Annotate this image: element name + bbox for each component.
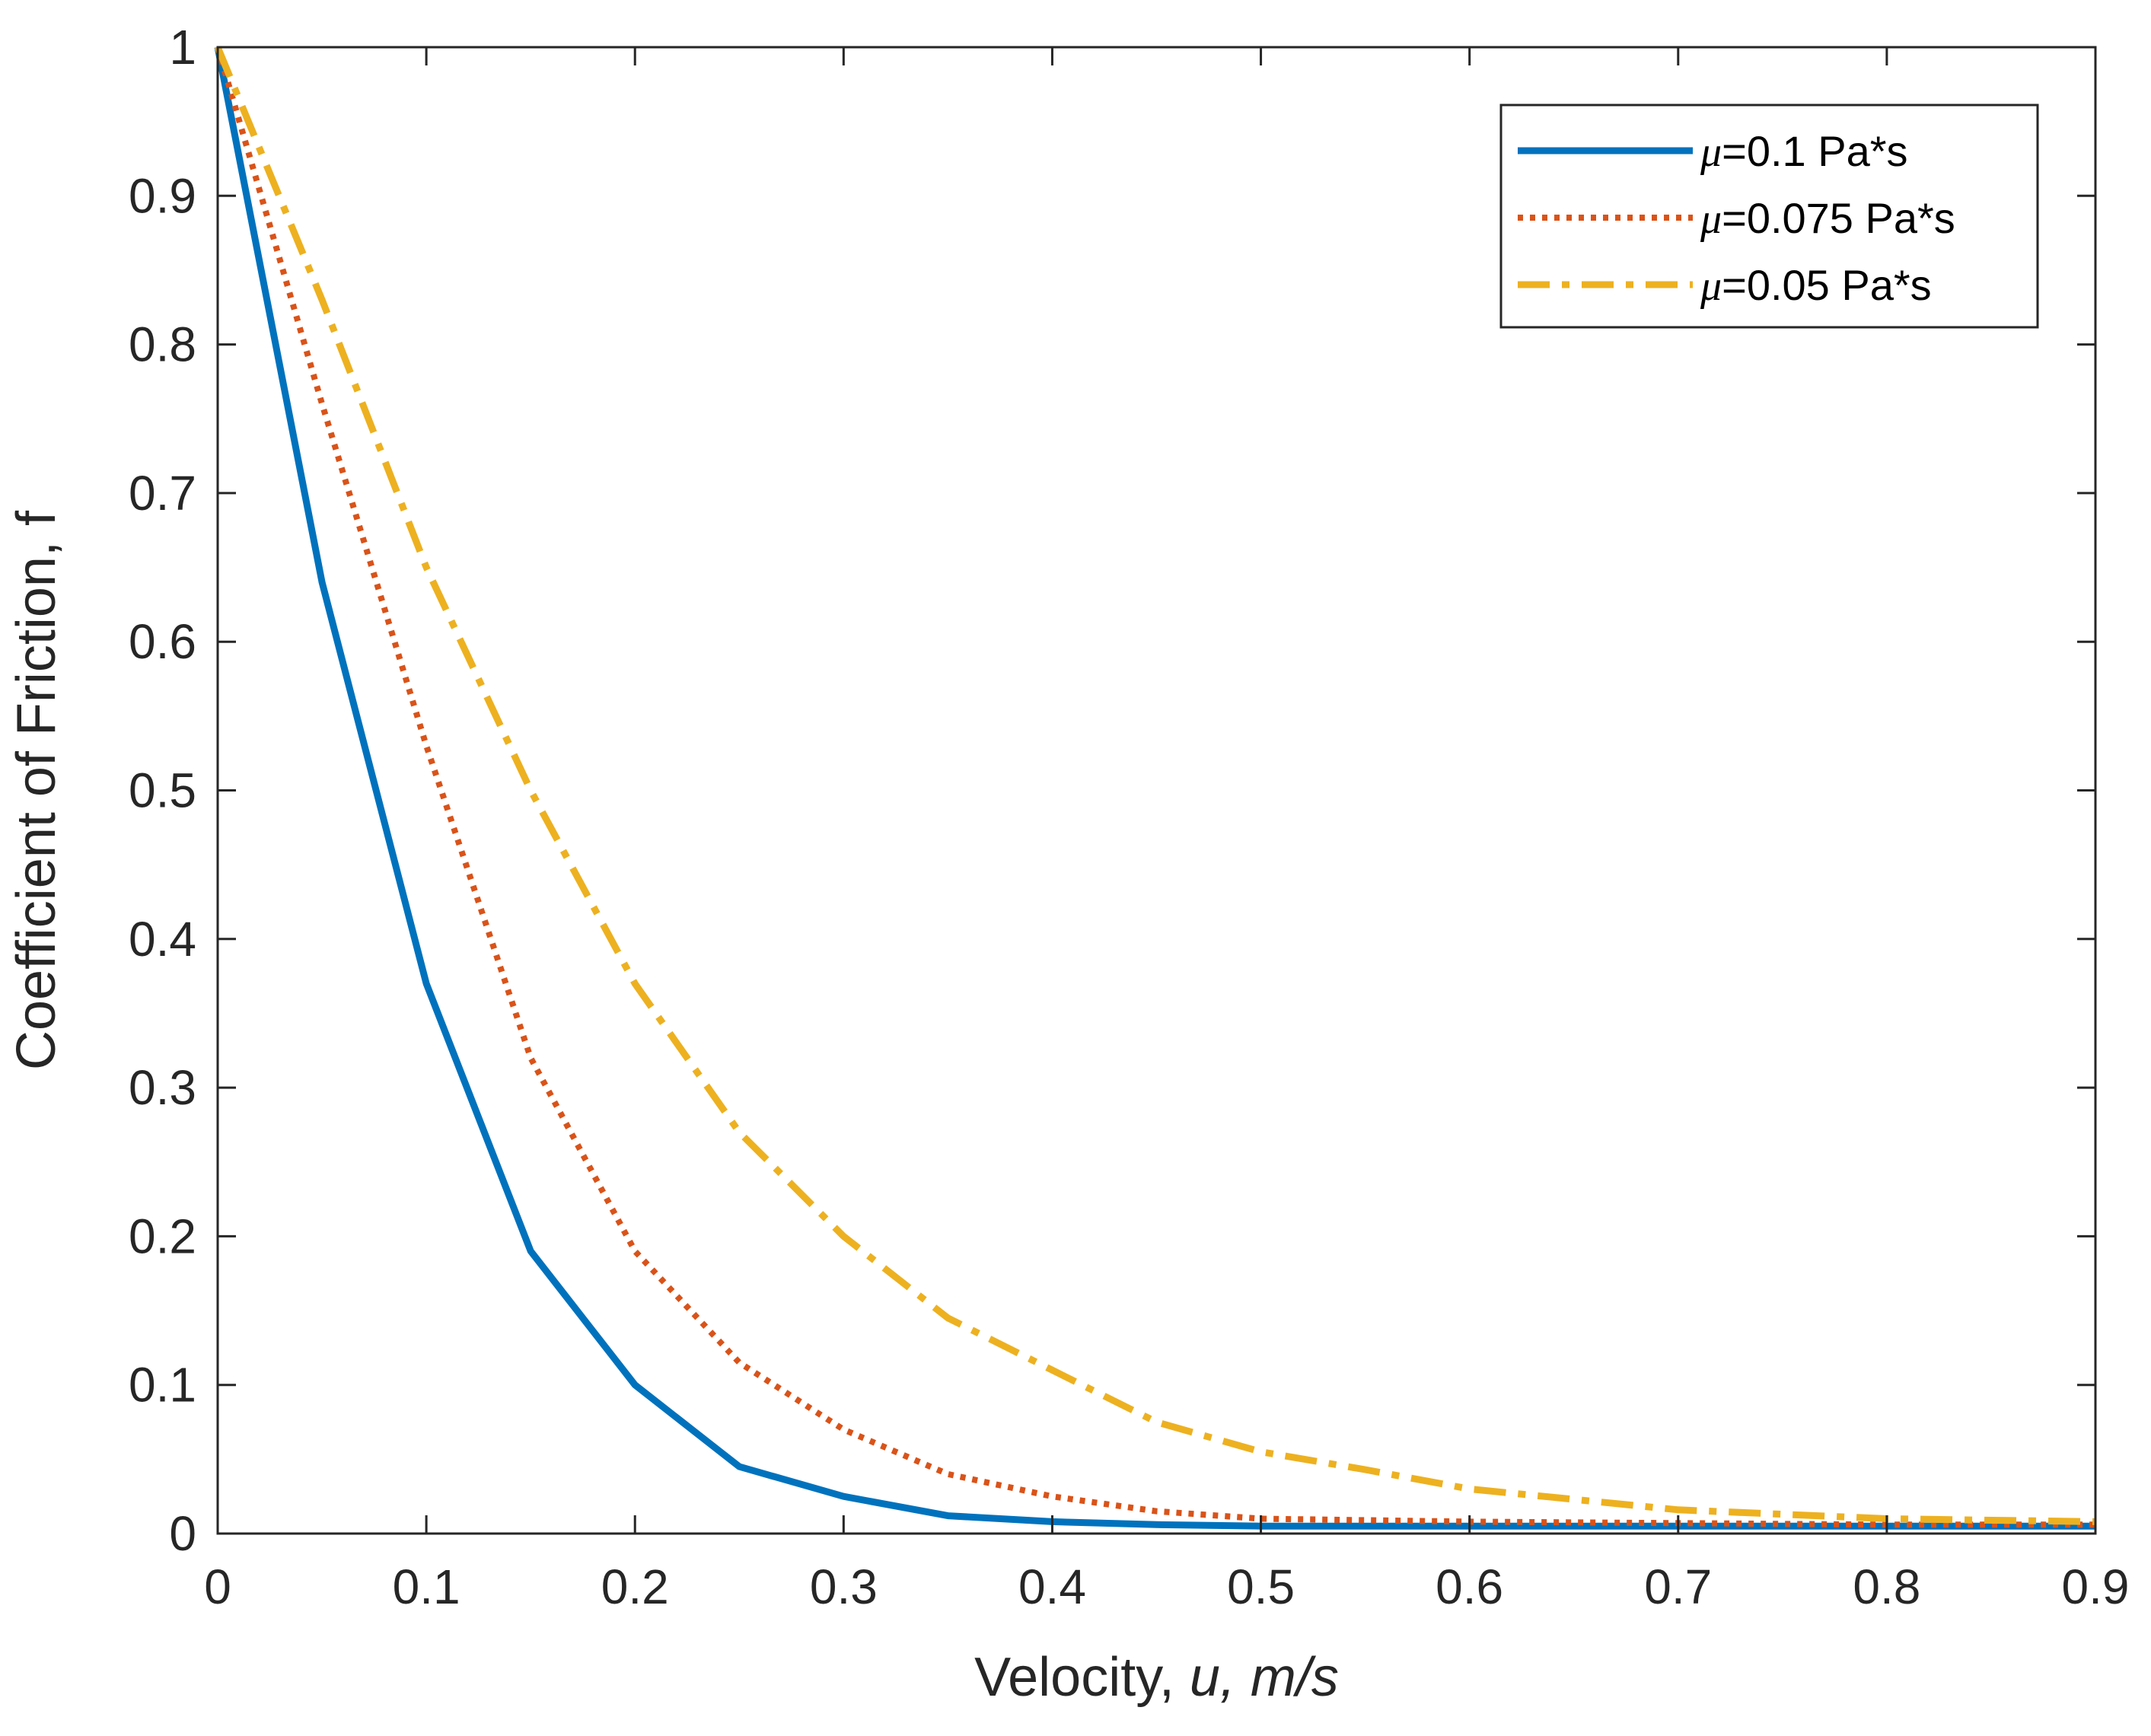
legend-label-2: μ=0.075 Pa*s xyxy=(1700,194,1955,243)
legend-box xyxy=(1499,104,2039,329)
series-line-3 xyxy=(214,46,2096,1525)
y-tick-label: 0.7 xyxy=(129,466,196,521)
x-tick-label: 0.3 xyxy=(810,1559,878,1614)
y-tick-label: 0.8 xyxy=(129,317,196,372)
x-tick-label: 0.7 xyxy=(1644,1559,1712,1614)
y-tick-label: 0.1 xyxy=(129,1358,196,1413)
ticks-layer: 0 0.1 0.2 0.3 0.4 0.5 0.6 0.7 0.8 0.9 0 0.1 0.2 0.3 0.… xyxy=(129,20,2129,1614)
x-tick-label: 0 xyxy=(204,1559,231,1614)
legend-label-text: =0.05 Pa*s xyxy=(1722,261,1932,309)
x-tick-label: 0.1 xyxy=(393,1559,460,1614)
legend-label-1: μ=0.1 Pa*s xyxy=(1700,127,1908,176)
legend-mu-symbol: μ xyxy=(1700,196,1722,243)
y-axis-label: Coefficient of Friction, f xyxy=(6,510,67,1070)
legend-mu-symbol: μ xyxy=(1700,129,1722,176)
series-layer xyxy=(214,46,2096,1530)
x-tick-label: 0.4 xyxy=(1018,1559,1086,1614)
legend-label-text: =0.1 Pa*s xyxy=(1722,127,1907,175)
y-tick-label: 0.9 xyxy=(129,168,196,223)
y-tick-label: 0.6 xyxy=(129,614,196,669)
x-axis-label: Velocity, u, m/s xyxy=(974,1647,1339,1708)
x-tick-label: 0.5 xyxy=(1227,1559,1295,1614)
y-tick-label: 0 xyxy=(169,1506,196,1561)
x-tick-label: 0.8 xyxy=(1853,1559,1920,1614)
x-axis-label-unit: , m/s xyxy=(1220,1647,1339,1708)
legend-label-text: =0.075 Pa*s xyxy=(1722,194,1955,242)
y-tick-label: 0.4 xyxy=(129,912,196,967)
x-tick-label: 0.2 xyxy=(601,1559,669,1614)
y-tick-label: 0.5 xyxy=(129,763,196,818)
y-tick-label: 0.2 xyxy=(129,1209,196,1263)
x-axis-label-var: u xyxy=(1190,1647,1220,1708)
legend-label-3: μ=0.05 Pa*s xyxy=(1700,261,1932,310)
legend: μ=0.1 Pa*sμ=0.075 Pa*sμ=0.05 Pa*s xyxy=(1499,104,2039,329)
x-tick-label: 0.9 xyxy=(2062,1559,2130,1614)
y-tick-label: 1 xyxy=(169,20,196,75)
x-axis-label-prefix: Velocity, xyxy=(974,1647,1190,1708)
y-tick-label: 0.3 xyxy=(129,1060,196,1115)
series-line-1 xyxy=(214,46,2095,1530)
x-tick-label: 0.6 xyxy=(1436,1559,1503,1614)
legend-mu-symbol: μ xyxy=(1700,263,1722,310)
